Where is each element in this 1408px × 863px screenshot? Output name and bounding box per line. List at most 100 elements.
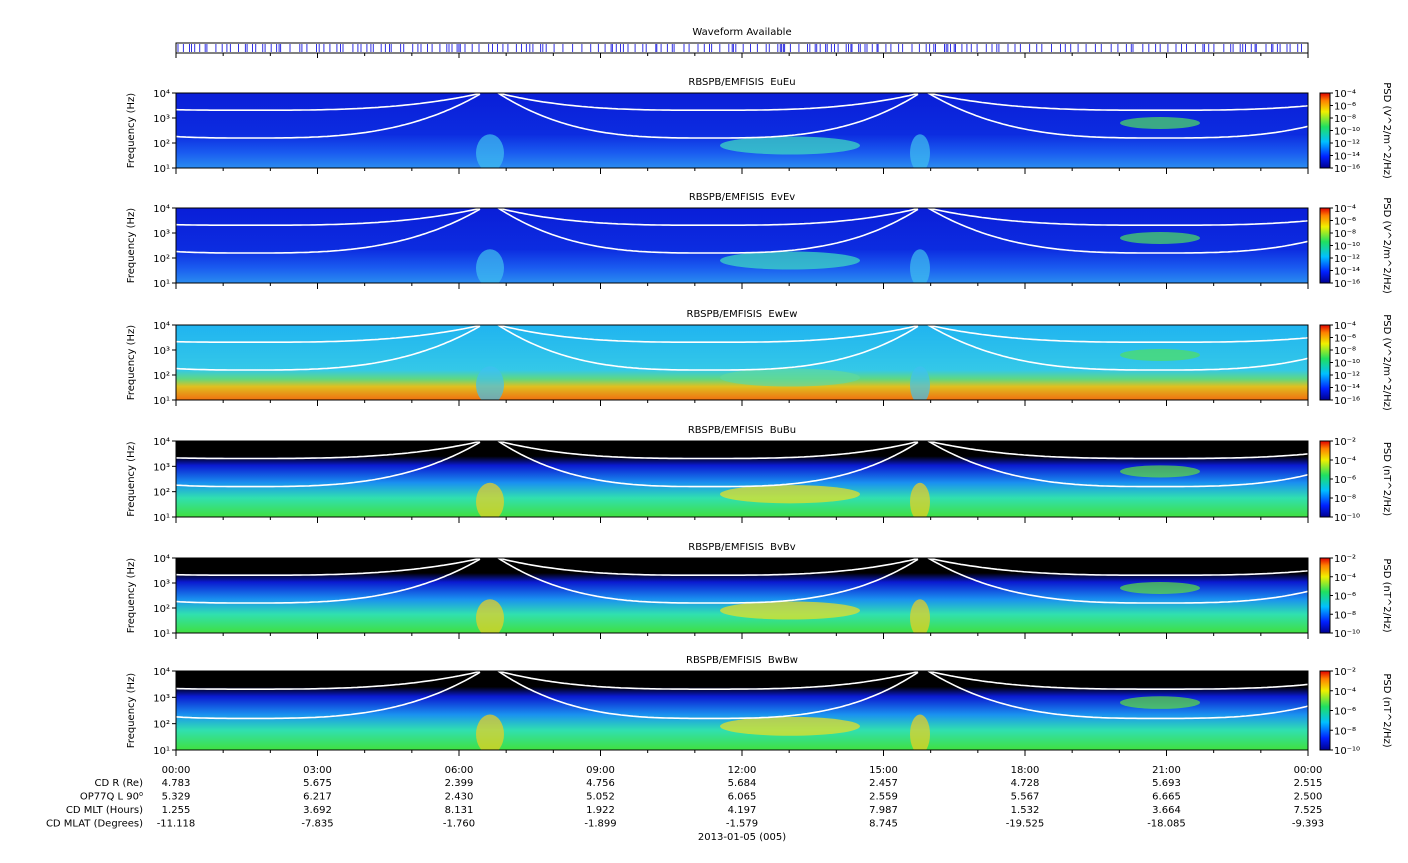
colorbar-tick-label: 10⁻¹⁴: [1334, 267, 1360, 278]
spectrogram-background: [176, 208, 1308, 283]
panel-title: RBSPB/EMFISIS EvEv: [689, 192, 795, 203]
y-tick-label: 10²: [153, 254, 170, 265]
y-tick-label: 10¹: [153, 629, 170, 640]
y-tick-label: 10²: [153, 604, 170, 615]
y-axis-label: Frequency (Hz): [126, 558, 137, 634]
ephemeris-value: 4.728: [1011, 778, 1040, 789]
y-tick-label: 10³: [153, 462, 170, 473]
colorbar-tick-label: 10⁻²: [1334, 667, 1356, 678]
cyclotron-curve: [176, 325, 481, 343]
colorbar-label: PSD (V^2/m^2/Hz): [1381, 314, 1392, 411]
ephemeris-value: 1.255: [162, 805, 191, 816]
cyclotron-curve: [497, 441, 919, 460]
colorbar: [1319, 670, 1331, 751]
x-tick-label: 12:00: [728, 765, 757, 776]
colorbar-tick-label: 10⁻⁸: [1334, 346, 1356, 357]
colorbar-label: PSD (V^2/m^2/Hz): [1381, 82, 1392, 179]
colorbar-tick-label: 10⁻⁶: [1334, 217, 1356, 228]
cyclotron-curve: [497, 671, 919, 720]
waveform-title: Waveform Available: [692, 27, 791, 38]
x-tick-label: 09:00: [586, 765, 615, 776]
ephemeris-value: 7.525: [1294, 805, 1323, 816]
y-tick-label: 10²: [153, 371, 170, 382]
cyclotron-curve: [497, 325, 919, 343]
colorbar-tick-label: 10⁻⁴: [1334, 456, 1356, 467]
ephemeris-value: 1.922: [586, 805, 615, 816]
colorbar-label: PSD (V^2/m^2/Hz): [1381, 197, 1392, 294]
spectrogram-background: [176, 558, 1308, 633]
emission-feature: [910, 249, 930, 283]
y-tick-label: 10³: [153, 114, 170, 125]
colorbar-tick-label: 10⁻⁶: [1334, 334, 1356, 345]
spectrogram-background: [176, 93, 1308, 168]
colorbar-tick-label: 10⁻¹⁶: [1334, 279, 1360, 290]
emission-feature: [1120, 117, 1200, 129]
ephemeris-value: 5.052: [586, 792, 615, 803]
emission-feature: [476, 714, 504, 750]
colorbar: [1319, 557, 1331, 634]
colorbar-tick-label: 10⁻⁴: [1334, 89, 1356, 100]
cyclotron-curve: [927, 325, 1308, 343]
colorbar-tick-label: 10⁻⁴: [1334, 573, 1356, 584]
cyclotron-curve: [176, 671, 481, 690]
colorbar-tick-label: 10⁻¹²: [1334, 254, 1360, 265]
colorbar-label: PSD (nT^2/Hz): [1381, 673, 1392, 747]
colorbar-tick-label: 10⁻¹⁰: [1334, 629, 1360, 640]
y-tick-label: 10¹: [153, 396, 170, 407]
cyclotron-curve: [176, 558, 481, 576]
ephemeris-label: CD MLT (Hours): [66, 805, 143, 816]
ephemeris-value: -9.393: [1292, 819, 1324, 830]
cyclotron-curve: [927, 441, 1308, 488]
colorbar-tick-label: 10⁻⁶: [1334, 592, 1356, 603]
colorbar-tick-label: 10⁻¹⁰: [1334, 127, 1360, 138]
emission-feature: [476, 366, 504, 400]
spectrogram-background: [176, 671, 1308, 750]
ephemeris-label: OP77Q L 90⁰: [80, 792, 143, 803]
ephemeris-label: CD R (Re): [95, 778, 144, 789]
spectrogram-background: [176, 325, 1308, 400]
cyclotron-curve: [497, 93, 919, 139]
ephemeris-value: 2.457: [869, 778, 898, 789]
ephemeris-value: -11.118: [157, 819, 196, 830]
cyclotron-curve: [927, 208, 1308, 254]
emission-feature: [1120, 582, 1200, 594]
y-tick-label: 10⁴: [153, 437, 170, 448]
y-tick-label: 10⁴: [153, 321, 170, 332]
cyclotron-curve: [497, 93, 919, 111]
ephemeris-value: 2.559: [869, 792, 898, 803]
cyclotron-curve: [497, 208, 919, 226]
colorbar-tick-label: 10⁻¹²: [1334, 371, 1360, 382]
colorbar-tick-label: 10⁻¹⁶: [1334, 164, 1360, 175]
ephemeris-value: 5.684: [728, 778, 757, 789]
ephemeris-value: 6.665: [1152, 792, 1181, 803]
cyclotron-curve: [497, 325, 919, 371]
emission-feature: [1120, 232, 1200, 244]
cyclotron-curve: [927, 93, 1308, 139]
y-tick-label: 10³: [153, 346, 170, 357]
spectrogram: [176, 441, 1308, 517]
emission-feature: [476, 134, 504, 168]
ephemeris-value: 5.329: [162, 792, 191, 803]
emission-feature: [910, 134, 930, 168]
ephemeris-value: -1.899: [584, 819, 616, 830]
cyclotron-curve: [927, 93, 1308, 111]
ephemeris-value: 1.532: [1011, 805, 1040, 816]
emission-feature: [910, 366, 930, 400]
colorbar-tick-label: 10⁻²: [1334, 437, 1356, 448]
spectrogram: [176, 671, 1308, 750]
colorbar: [1319, 440, 1331, 518]
y-tick-label: 10³: [153, 693, 170, 704]
y-axis-label: Frequency (Hz): [126, 441, 137, 517]
cyclotron-curve: [497, 208, 919, 254]
cyclotron-curve: [927, 671, 1308, 720]
ephemeris-value: 5.567: [1011, 792, 1040, 803]
y-tick-label: 10⁴: [153, 554, 170, 565]
ephemeris-value: 2.515: [1294, 778, 1323, 789]
panel-title: RBSPB/EMFISIS BvBv: [688, 542, 796, 553]
colorbar-tick-label: 10⁻⁸: [1334, 494, 1356, 505]
cyclotron-curve: [927, 671, 1308, 690]
colorbar-label: PSD (nT^2/Hz): [1381, 442, 1392, 516]
y-axis-label: Frequency (Hz): [126, 325, 137, 401]
spectrogram: [176, 93, 1308, 168]
waveform-marks: [177, 44, 1302, 52]
